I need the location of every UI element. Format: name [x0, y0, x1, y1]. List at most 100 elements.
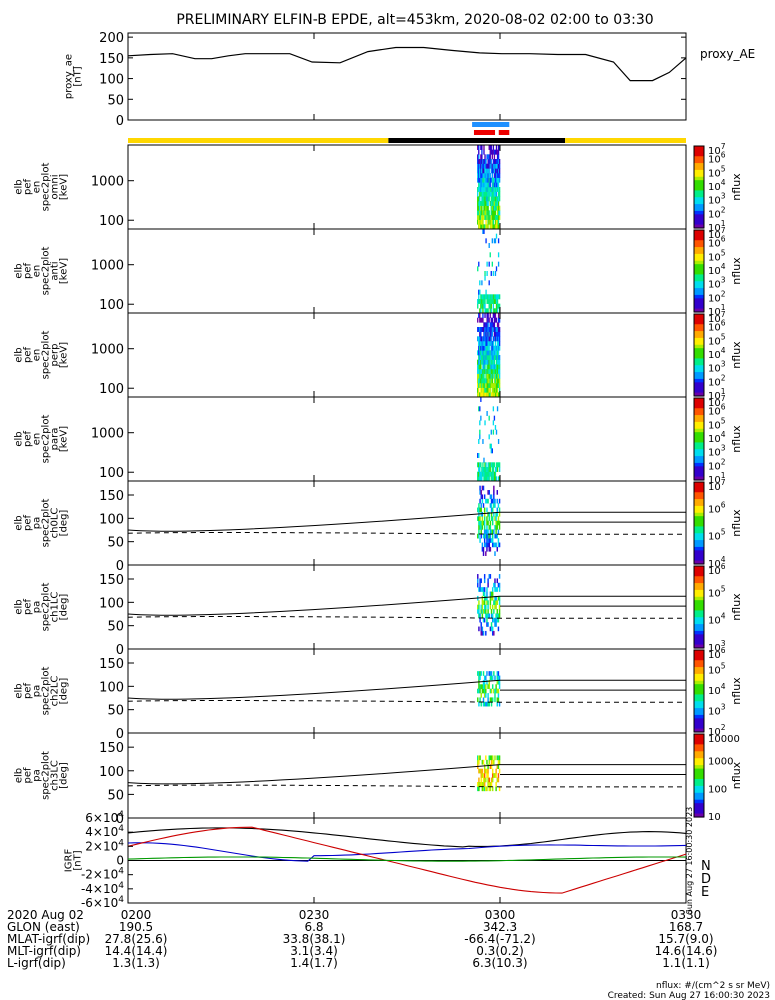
- colorbar-cell: [694, 593, 704, 598]
- ch0-pixel: [486, 538, 488, 543]
- omni-pixel: [484, 154, 486, 160]
- omni-pixel: [482, 201, 484, 206]
- para-pixel: [485, 467, 487, 472]
- colorbar-cell: [694, 546, 704, 551]
- ch2-pixel: [490, 688, 493, 694]
- ch0-pixel: [490, 516, 493, 521]
- ch3-pixel: [481, 759, 484, 765]
- ch3-pixel: [498, 755, 501, 761]
- para-pixel: [489, 471, 491, 477]
- omni-pixel: [480, 191, 482, 197]
- omni-pixel: [493, 196, 496, 202]
- colorbar-cell: [694, 418, 704, 423]
- ch0-pixel: [495, 529, 497, 535]
- omni-pixel: [492, 145, 495, 150]
- colorbar-cell: [694, 368, 704, 373]
- colorbar-label: nflux: [730, 341, 743, 369]
- ch0-pixel: [477, 533, 479, 539]
- para-pixel: [481, 467, 483, 472]
- para-pixel: [481, 476, 483, 482]
- omni-pixel: [494, 182, 497, 188]
- ch2-pixel: [496, 701, 499, 707]
- perp-pixel: [483, 355, 485, 360]
- para-pixel: [490, 448, 492, 454]
- omni-pixel: [477, 187, 479, 192]
- colorbar-cell: [694, 569, 704, 574]
- perp-pixel: [482, 369, 484, 374]
- omni-pixel: [491, 163, 494, 169]
- ch0-pixel: [488, 542, 490, 548]
- perp-pixel: [491, 317, 494, 323]
- perp-pixel: [481, 341, 483, 346]
- ch0-pixel: [487, 529, 489, 535]
- perp-pixel: [479, 327, 481, 332]
- perp-pixel: [494, 317, 497, 323]
- colorbar-label: nflux: [730, 425, 743, 453]
- perp-pixel: [480, 331, 482, 337]
- colorbar-cell: [694, 536, 704, 541]
- omni-pixel: [480, 201, 482, 206]
- ch1-pixel: [482, 600, 485, 605]
- perp-pixel: [496, 350, 499, 356]
- para-pixel: [493, 415, 496, 421]
- ch0-ytick-label: 50: [107, 536, 124, 551]
- perp-pixel: [480, 383, 482, 388]
- perp-pixel: [487, 327, 489, 332]
- ch0-pixel: [479, 507, 481, 513]
- colorbar-cell: [694, 253, 704, 258]
- perp-pixel: [498, 387, 501, 393]
- perp-pixel: [494, 345, 497, 351]
- ch1-pixel: [478, 587, 480, 592]
- ch0-pixel: [479, 538, 481, 543]
- perp-pixel: [481, 317, 483, 323]
- colorbar-cell: [694, 243, 704, 248]
- perp-pixel: [493, 331, 496, 337]
- perp-pixel: [495, 317, 498, 323]
- perp-pixel: [497, 336, 500, 342]
- colorbar-cell: [694, 613, 704, 618]
- perp-pixel: [484, 341, 486, 346]
- anti-pixel: [482, 294, 484, 300]
- omni-pixel: [480, 177, 482, 183]
- perp-pixel: [483, 364, 485, 370]
- omni-pixel: [485, 201, 487, 206]
- ch1-pixel: [498, 595, 501, 601]
- ch2-pixel: [480, 693, 482, 698]
- omni-pixel: [482, 224, 484, 230]
- ephemeris-value: 0.3(0.2): [476, 944, 524, 958]
- perp-pixel: [480, 364, 482, 370]
- ch0-pixel: [483, 525, 486, 530]
- perp-pixel: [479, 369, 481, 374]
- perp-pixel: [498, 331, 501, 337]
- perp-pixel: [488, 345, 490, 351]
- ch2-pixel: [483, 679, 486, 685]
- omni-pixel: [479, 182, 481, 188]
- ch2-ytick-label: 100: [99, 680, 124, 695]
- perp-pixel: [491, 364, 494, 370]
- perp-pixel: [483, 327, 485, 332]
- colorbar-tick: 106: [708, 403, 726, 418]
- colorbar-cell: [694, 176, 704, 181]
- anti-pixel: [489, 294, 491, 300]
- ch1-pixel: [489, 574, 492, 579]
- para-pixel: [483, 476, 485, 482]
- omni-pixel: [493, 215, 496, 220]
- omni-pixel: [479, 177, 481, 183]
- omni-pixel: [494, 196, 497, 202]
- ch1-pixel: [479, 613, 481, 619]
- igrf-legend-D: D: [701, 872, 711, 887]
- perp-pixel: [490, 392, 492, 398]
- colorbar-tick: 105: [708, 416, 726, 431]
- para-pixel: [478, 467, 480, 472]
- ch1-ytick-label: 100: [99, 596, 124, 611]
- colorbar-tick: 105: [708, 248, 726, 263]
- colorbar-cell: [694, 663, 704, 668]
- ch2-loss-cone-line: [127, 679, 686, 700]
- anti-pixel: [494, 308, 497, 314]
- ch0-pixel: [480, 529, 482, 535]
- colorbar-tick: 106: [708, 500, 726, 515]
- omni-pixel: [485, 215, 487, 220]
- perp-pixel: [479, 383, 481, 388]
- perp-pixel: [494, 327, 497, 332]
- ch0-pixel: [487, 511, 489, 517]
